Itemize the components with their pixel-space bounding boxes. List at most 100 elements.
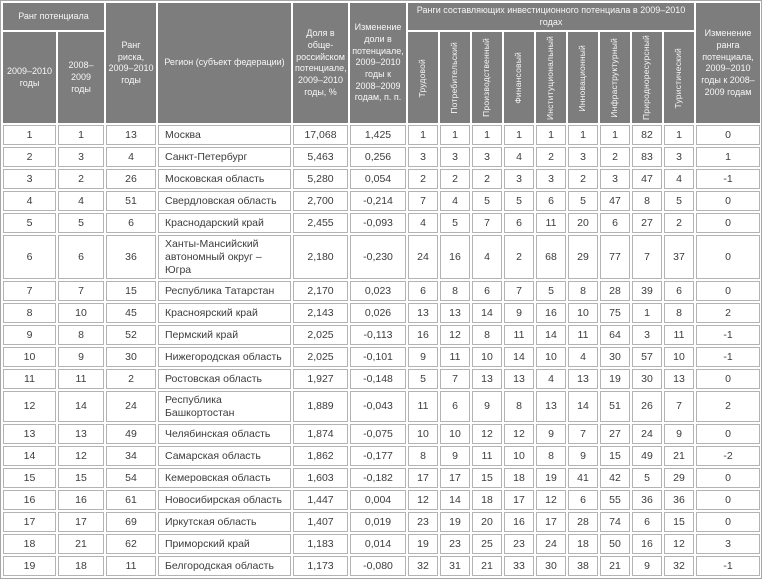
table-row: 2 3 4 Санкт-Петербург 5,463 0,256 3 3 3 … [3,147,760,168]
cell-component-production: 2 [472,169,502,190]
cell-component-natural-resources: 36 [632,490,662,511]
header-component-tourism: Туристический [664,32,694,124]
cell-component-consumer: 2 [440,169,470,190]
cell-rank-risk: 4 [106,147,156,168]
cell-component-tourism: 36 [664,490,694,511]
cell-share-change: -0,043 [350,391,406,423]
cell-component-labor: 19 [408,534,438,555]
cell-share: 17,068 [293,125,348,146]
cell-region: Свердловская область [158,191,291,212]
cell-component-infrastructure: 2 [600,147,630,168]
cell-component-labor: 17 [408,468,438,489]
cell-rank-2008-2009: 9 [58,347,104,368]
cell-component-financial: 13 [504,369,534,390]
cell-share: 5,463 [293,147,348,168]
table-row: 9 8 52 Пермский край 2,025 -0,113 16 12 … [3,325,760,346]
cell-share: 1,407 [293,512,348,533]
header-region: Регион (субъект федерации) [158,3,291,124]
table-row: 3 2 26 Московская область 5,280 0,054 2 … [3,169,760,190]
cell-component-innovation: 13 [568,369,598,390]
cell-share-change: 0,019 [350,512,406,533]
cell-rank-2008-2009: 18 [58,556,104,577]
cell-component-consumer: 7 [440,369,470,390]
cell-share: 1,447 [293,490,348,511]
cell-component-consumer: 23 [440,534,470,555]
cell-component-innovation: 6 [568,490,598,511]
cell-component-production: 12 [472,424,502,445]
cell-component-production: 15 [472,468,502,489]
cell-component-infrastructure: 47 [600,191,630,212]
table-row: 5 5 6 Краснодарский край 2,455 -0,093 4 … [3,213,760,234]
cell-component-labor: 2 [408,169,438,190]
cell-component-production: 13 [472,369,502,390]
cell-component-production: 18 [472,490,502,511]
cell-rank-2008-2009: 6 [58,235,104,280]
cell-rank-2008-2009: 1 [58,125,104,146]
header-rank-change: Изменение ранга потенциала, 2009–2010 го… [696,3,760,124]
cell-rank-change: 0 [696,490,760,511]
cell-component-infrastructure: 74 [600,512,630,533]
cell-region: Краснодарский край [158,213,291,234]
cell-component-tourism: 5 [664,191,694,212]
header-rank-2009-2010: 2009–2010 годы [3,32,56,124]
cell-component-tourism: 7 [664,391,694,423]
cell-rank-2008-2009: 2 [58,169,104,190]
cell-component-infrastructure: 28 [600,281,630,302]
cell-component-tourism: 6 [664,281,694,302]
cell-component-labor: 7 [408,191,438,212]
cell-rank-2009-2010: 12 [3,391,56,423]
cell-rank-2009-2010: 17 [3,512,56,533]
cell-component-infrastructure: 21 [600,556,630,577]
cell-rank-2009-2010: 9 [3,325,56,346]
cell-region: Приморский край [158,534,291,555]
cell-component-innovation: 1 [568,125,598,146]
cell-share-change: 0,014 [350,534,406,555]
cell-rank-change: -1 [696,556,760,577]
cell-region: Нижегородская область [158,347,291,368]
cell-component-financial: 7 [504,281,534,302]
cell-component-institutional: 10 [536,347,566,368]
cell-component-tourism: 15 [664,512,694,533]
cell-component-institutional: 6 [536,191,566,212]
cell-component-financial: 17 [504,490,534,511]
cell-component-innovation: 2 [568,169,598,190]
cell-component-institutional: 5 [536,281,566,302]
cell-component-labor: 11 [408,391,438,423]
cell-rank-2009-2010: 14 [3,446,56,467]
table-row: 19 18 11 Белгородская область 1,173 -0,0… [3,556,760,577]
cell-region: Пермский край [158,325,291,346]
cell-component-labor: 12 [408,490,438,511]
header-component-financial: Финансовый [504,32,534,124]
cell-rank-change: 0 [696,281,760,302]
cell-component-infrastructure: 77 [600,235,630,280]
cell-region: Ростовская область [158,369,291,390]
cell-component-tourism: 3 [664,147,694,168]
cell-rank-2009-2010: 2 [3,147,56,168]
cell-component-consumer: 6 [440,391,470,423]
cell-share: 2,025 [293,325,348,346]
cell-component-innovation: 41 [568,468,598,489]
table-row: 10 9 30 Нижегородская область 2,025 -0,1… [3,347,760,368]
cell-component-production: 4 [472,235,502,280]
cell-component-consumer: 5 [440,213,470,234]
cell-component-labor: 3 [408,147,438,168]
cell-component-consumer: 8 [440,281,470,302]
cell-rank-risk: 13 [106,125,156,146]
cell-component-innovation: 10 [568,303,598,324]
cell-rank-2008-2009: 13 [58,424,104,445]
header-component-institutional: Институциональный [536,32,566,124]
cell-rank-change: -1 [696,325,760,346]
cell-component-labor: 1 [408,125,438,146]
cell-rank-risk: 45 [106,303,156,324]
cell-component-financial: 10 [504,446,534,467]
cell-component-labor: 6 [408,281,438,302]
cell-rank-change: 0 [696,191,760,212]
cell-rank-2008-2009: 8 [58,325,104,346]
cell-share: 2,180 [293,235,348,280]
cell-share: 2,025 [293,347,348,368]
cell-component-institutional: 68 [536,235,566,280]
cell-component-production: 1 [472,125,502,146]
header-component-natural-resources: Природноресурсный [632,32,662,124]
cell-component-consumer: 4 [440,191,470,212]
